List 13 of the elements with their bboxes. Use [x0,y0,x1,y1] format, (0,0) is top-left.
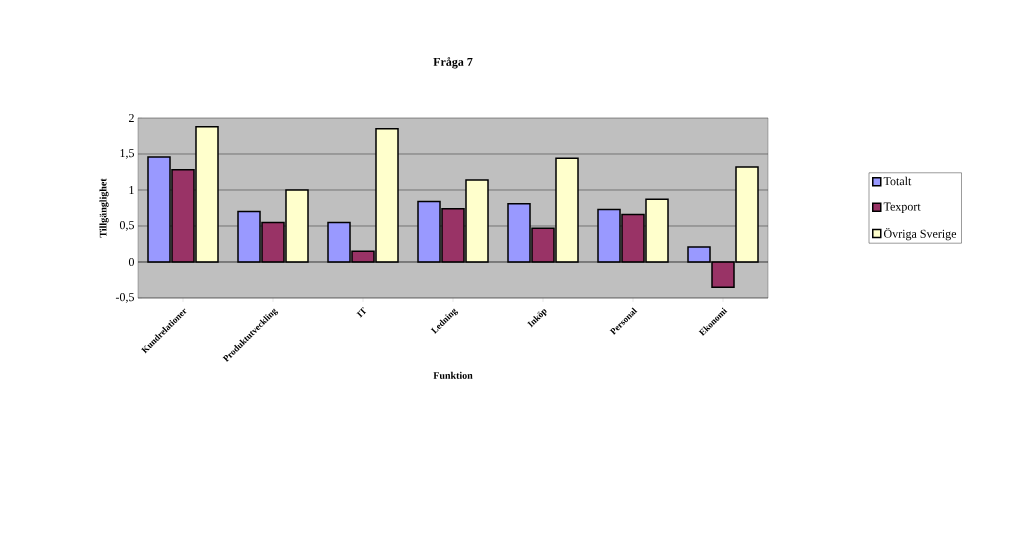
y-tick-label: 2 [129,114,134,122]
x-axis-title: Funktion [433,371,473,379]
y-tick-label: 0 [128,257,135,267]
y-tick-label: 1,5 [120,149,135,159]
y-tick-label: 0,5 [119,221,135,231]
y-tick-label: -0,5 [115,293,135,303]
y-tick-label: 1 [129,186,134,194]
x-tick-label: IT [356,307,367,318]
legend-label: Texport [883,202,921,214]
y-axis-title: Tillgänglighet [99,178,109,238]
legend-label: Övriga Sverige [884,227,957,241]
legend-label: Totalt [883,176,912,186]
chart-title: Fråga 7 [433,57,473,69]
